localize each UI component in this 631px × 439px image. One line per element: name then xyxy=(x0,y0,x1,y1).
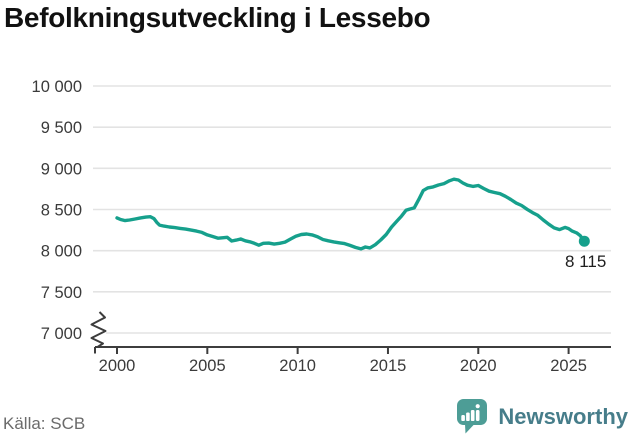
x-axis-tick-label: 2020 xyxy=(460,357,497,375)
y-axis-tick-label: 10 000 xyxy=(32,78,82,96)
newsworthy-bubble-icon xyxy=(457,399,488,434)
y-axis-tick-label: 8 500 xyxy=(41,202,82,220)
y-axis-tick-label: 7 000 xyxy=(41,325,82,343)
x-axis-tick-label: 2025 xyxy=(550,357,587,375)
axis-break-icon xyxy=(90,311,107,348)
newsworthy-logo: Newsworthy xyxy=(456,398,628,435)
y-axis-tick-label: 7 500 xyxy=(41,284,82,302)
population-line-chart: 10 000 9 500 9 000 8 500 8 000 7 500 7 000 2000… xyxy=(32,78,611,375)
latest-value-label: 8 115 xyxy=(565,252,606,271)
population-line xyxy=(115,177,586,251)
page-title: Befolkningsutveckling i Lessebo xyxy=(4,2,431,33)
y-axis-tick-label: 9 500 xyxy=(41,119,82,137)
x-axis-tick-label: 2015 xyxy=(370,357,407,375)
x-axis-tick-label: 2005 xyxy=(189,357,226,375)
y-axis-tick-label: 8 000 xyxy=(41,243,82,261)
x-axis-tick-label: 2000 xyxy=(99,357,136,375)
brand-wordmark: Newsworthy xyxy=(498,403,628,429)
source-label: Källa: SCB xyxy=(3,414,86,433)
latest-value-dot xyxy=(578,235,590,247)
y-axis-tick-label: 9 000 xyxy=(41,160,82,178)
x-axis-tick-label: 2010 xyxy=(279,357,316,375)
